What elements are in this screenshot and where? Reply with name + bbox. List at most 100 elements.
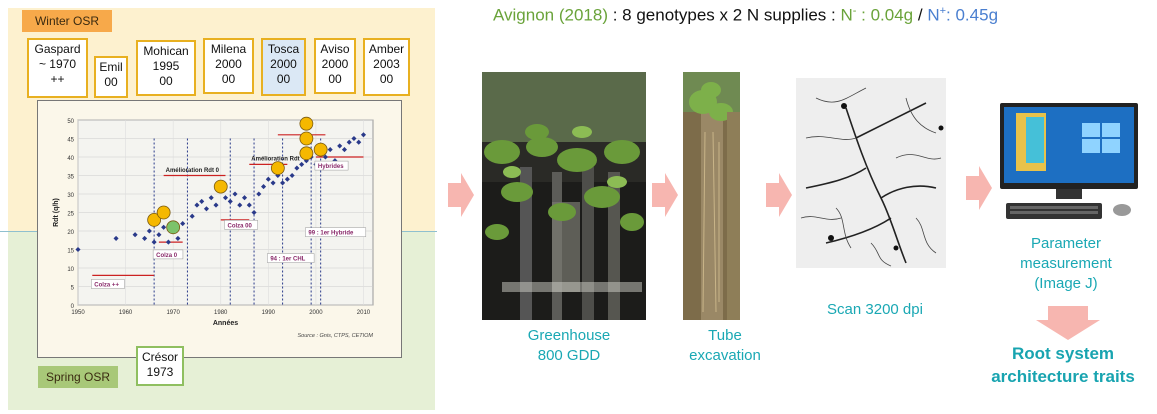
nminus-sup: - (852, 5, 857, 17)
card-year: 1995 (152, 59, 180, 73)
card-cresor: Crésor 1973 (136, 346, 184, 386)
card-year: 2000 (215, 57, 242, 71)
card-code: 00 (328, 72, 342, 86)
x-tick-label: 1970 (166, 310, 180, 316)
x-tick-label: 1960 (119, 310, 133, 316)
card-gaspard: Gaspard ~ 1970 ++ (27, 38, 88, 98)
nplus-sup: + (939, 5, 947, 17)
caption-line: Tube (708, 327, 742, 344)
data-point (189, 213, 195, 219)
winter-osr-tag: Winter OSR (22, 10, 112, 32)
parameter-caption: Parameter measurement (Image J) (1004, 234, 1128, 294)
y-tick-label: 5 (71, 286, 75, 292)
y-axis-label: Rdt (q/h) (53, 198, 60, 227)
yield-chart: 0 5 10 15 20 25 30 35 40 45 50 1950 1960 1970 1980 1990… (53, 116, 374, 339)
flow-arrow-icon (966, 166, 992, 210)
highlight-point (313, 142, 328, 157)
flow-arrow-icon (448, 173, 474, 217)
x-tick-label: 1990 (262, 310, 276, 316)
y-tick-label: 20 (67, 230, 74, 236)
data-point (151, 239, 157, 245)
data-point (213, 202, 219, 208)
data-point (165, 239, 171, 245)
card-emil: Emil 00 (94, 56, 128, 98)
annotation-box (267, 253, 315, 263)
data-point (294, 165, 300, 171)
spring-osr-tag: Spring OSR (38, 366, 118, 388)
data-point (251, 209, 257, 216)
card-code: 00 (221, 72, 236, 86)
caption-line: excavation (689, 347, 761, 364)
title-location: Avignon (2018) (493, 5, 608, 25)
title-sep: : (826, 5, 841, 25)
data-point (270, 180, 276, 186)
data-point (208, 195, 214, 201)
data-point (289, 172, 295, 179)
data-point (113, 235, 119, 241)
nplus-value: : 0.45g (946, 5, 999, 25)
x-tick-label: 1980 (214, 310, 228, 316)
greenhouse-photo (482, 72, 646, 320)
title-sep: : (608, 5, 623, 25)
flow-arrow-icon (652, 173, 678, 217)
data-point (194, 202, 200, 208)
tube-caption: Tube excavation (670, 326, 780, 366)
card-tosca: Tosca 2000 00 (261, 38, 306, 96)
result-line: Root system (1011, 344, 1115, 363)
chart-source: Source : Gnis, CTPS, CETIOM (298, 333, 374, 339)
card-code: 00 (379, 72, 394, 86)
card-year: 2000 (321, 57, 349, 71)
annotation-box (152, 249, 184, 260)
nplus-label: N (927, 5, 940, 25)
data-point (180, 221, 186, 227)
x-tick-label: 2010 (357, 310, 371, 316)
computer-icon (1000, 103, 1138, 219)
annotation-label: Amélioration Rdt (251, 157, 299, 163)
data-point (132, 232, 138, 238)
data-point (161, 224, 167, 230)
data-point (327, 147, 333, 153)
scan-caption: Scan 3200 dpi (827, 301, 923, 318)
data-point (203, 206, 210, 212)
caption-line: (Image J) (1034, 275, 1098, 292)
y-tick-label: 45 (67, 138, 74, 144)
root-scan-image (796, 78, 946, 268)
card-year: 2000 (270, 57, 297, 71)
card-code: 00 (276, 72, 291, 86)
card-name: Milena (210, 42, 247, 56)
chart-text: 0 5 10 15 20 25 30 35 40 45 50 1950 1960 1970 1980 1990… (53, 119, 373, 339)
card-aviso: Aviso 2000 00 (314, 38, 356, 94)
highlight-point (299, 116, 314, 131)
annotation-label: 99 : 1er Hybride (308, 231, 354, 237)
card-name: Gaspard (34, 42, 81, 56)
card-name: Mohican (143, 44, 189, 58)
highlight-point (147, 213, 162, 227)
caption-line: measurement (1020, 255, 1112, 272)
data-point (246, 202, 252, 208)
title-design: 8 genotypes x 2 N supplies (622, 5, 827, 25)
data-point (237, 202, 243, 208)
caption-line: Greenhouse (527, 327, 611, 344)
y-tick-label: 40 (67, 156, 74, 162)
card-year: ~ 1970 (38, 57, 77, 71)
annotation-label: Hybrides (318, 164, 344, 170)
annotation-box (91, 279, 125, 289)
experiment-title: Avignon (2018) : 8 genotypes x 2 N suppl… (493, 5, 998, 26)
highlight-point (270, 161, 285, 175)
highlight-point (299, 146, 314, 161)
card-amber: Amber 2003 00 (363, 38, 410, 96)
y-tick-label: 10 (67, 267, 74, 273)
greenhouse-caption: Greenhouse 800 GDD (502, 326, 636, 366)
chart-grid (77, 119, 374, 306)
x-tick-label: 1950 (71, 310, 85, 316)
tube-excavation-photo (683, 72, 740, 320)
y-tick-label: 30 (67, 193, 74, 199)
caption-line: 800 GDD (537, 347, 601, 364)
data-point (222, 195, 229, 201)
y-tick-label: 0 (71, 304, 75, 310)
card-name: Emil (99, 60, 123, 74)
title-slash: / (913, 5, 928, 25)
annotation-label: 94 : 1er CHL (270, 257, 305, 263)
y-tick-label: 25 (67, 212, 74, 218)
down-arrow-icon (1036, 306, 1100, 340)
